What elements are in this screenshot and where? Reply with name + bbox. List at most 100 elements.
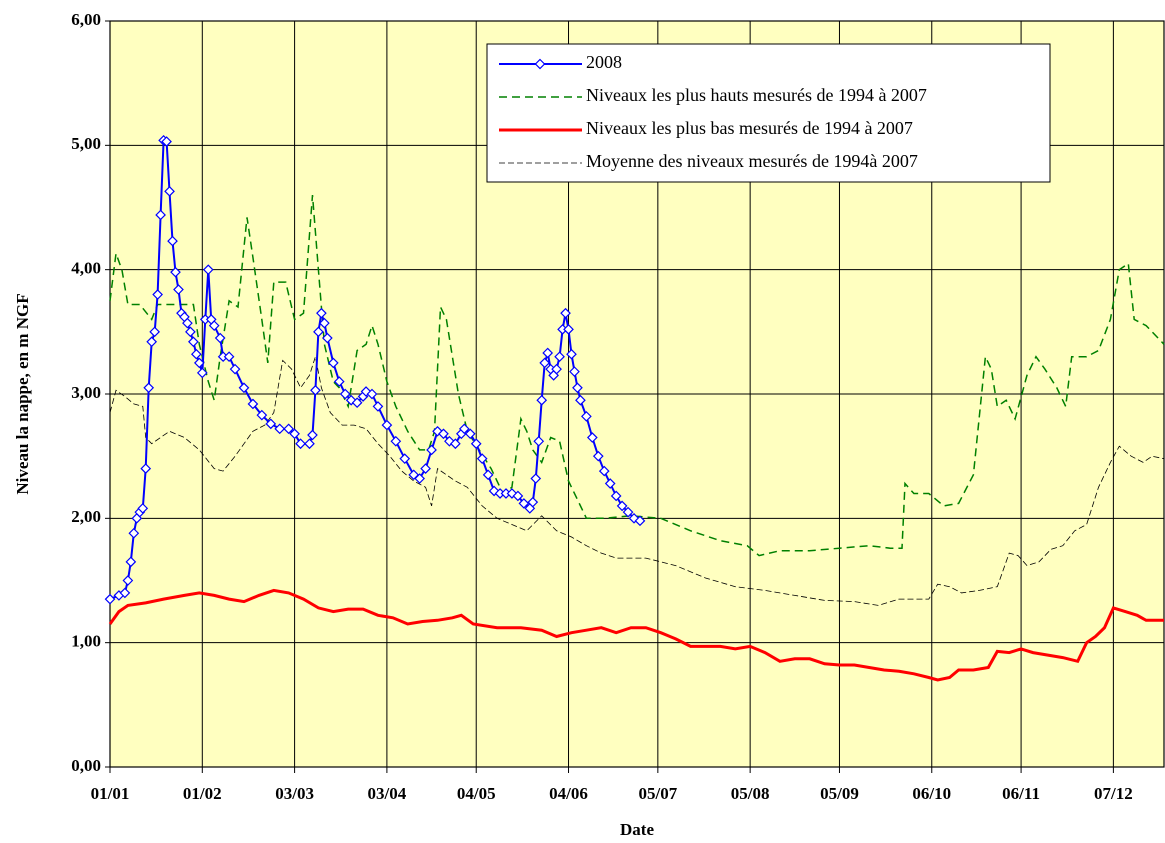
legend-box xyxy=(486,43,1051,183)
point-marker xyxy=(399,453,411,465)
legend-marker xyxy=(534,58,546,70)
y-tick-label: 0,00 xyxy=(71,756,101,775)
point-marker xyxy=(185,326,196,338)
legend-label: Moyenne des niveaux mesurés de 1994à 200… xyxy=(586,151,918,171)
point-marker xyxy=(533,435,545,447)
point-marker xyxy=(438,428,449,440)
legend-label: Niveaux les plus bas mesurés de 1994 à 2… xyxy=(586,118,913,138)
point-marker xyxy=(143,382,155,394)
point-marker xyxy=(173,284,184,295)
point-marker xyxy=(616,500,628,512)
point-marker xyxy=(223,351,235,363)
point-marker xyxy=(634,515,646,527)
point-marker xyxy=(586,432,598,443)
point-marker xyxy=(122,575,134,586)
point-marker xyxy=(140,463,152,474)
point-marker xyxy=(128,527,140,539)
point-marker xyxy=(444,435,455,447)
point-marker xyxy=(566,348,577,360)
point-marker xyxy=(146,336,158,348)
point-marker xyxy=(622,506,634,518)
point-marker xyxy=(581,411,592,422)
point-marker xyxy=(450,438,461,450)
y-tick-label: 6,00 xyxy=(71,10,101,29)
legend-label: Niveaux les plus hauts mesurés de 1994 à… xyxy=(586,85,927,105)
point-marker xyxy=(104,593,116,605)
legend: 2008 Niveaux les plus hauts mesurés de 19… xyxy=(486,43,1051,183)
point-marker xyxy=(137,503,149,514)
series-line xyxy=(109,356,1165,606)
point-marker xyxy=(476,453,488,465)
y-tick-label: 1,00 xyxy=(71,632,101,651)
x-axis-title: Date xyxy=(620,820,654,839)
x-tick-label: 05/09 xyxy=(820,784,859,803)
point-marker xyxy=(420,463,431,474)
legend-label: 2008 xyxy=(586,52,622,72)
point-marker xyxy=(214,332,226,344)
point-marker xyxy=(536,394,548,406)
point-marker xyxy=(530,473,542,484)
point-marker xyxy=(182,317,193,329)
x-tick-label: 05/07 xyxy=(638,784,677,803)
x-tick-label: 06/11 xyxy=(1002,784,1040,803)
point-marker xyxy=(310,384,321,396)
point-marker xyxy=(542,347,554,359)
point-marker xyxy=(628,512,640,524)
x-tick-label: 06/10 xyxy=(912,784,951,803)
point-marker xyxy=(470,438,482,450)
point-marker xyxy=(569,366,580,377)
point-marker xyxy=(506,488,518,499)
y-tick-label: 2,00 xyxy=(71,507,101,526)
point-marker xyxy=(554,351,565,363)
point-marker xyxy=(161,136,172,147)
point-marker xyxy=(572,382,583,394)
point-marker xyxy=(164,185,175,197)
point-marker xyxy=(482,469,494,481)
x-tick-label: 04/05 xyxy=(457,784,496,803)
point-marker xyxy=(610,490,622,502)
point-marker xyxy=(322,332,333,344)
point-marker xyxy=(319,317,330,329)
point-marker xyxy=(313,326,324,338)
point-marker xyxy=(518,498,530,509)
point-marker xyxy=(238,382,250,394)
point-marker xyxy=(598,465,610,477)
point-marker xyxy=(289,428,300,440)
point-marker xyxy=(372,401,384,412)
point-marker xyxy=(351,397,363,409)
point-marker xyxy=(119,587,131,599)
series-line xyxy=(108,588,1164,682)
point-marker xyxy=(366,388,378,400)
y-tick-label: 4,00 xyxy=(71,259,101,278)
point-marker xyxy=(316,307,327,319)
x-tick-label: 03/03 xyxy=(275,784,314,803)
point-marker xyxy=(193,357,205,369)
point-marker xyxy=(414,473,425,484)
x-tick-label: 05/08 xyxy=(731,784,770,803)
point-marker xyxy=(265,418,277,430)
point-marker xyxy=(247,398,259,410)
point-marker xyxy=(167,235,178,247)
point-marker xyxy=(190,348,202,360)
point-marker xyxy=(560,307,571,319)
point-marker xyxy=(202,264,214,276)
point-marker xyxy=(458,423,470,435)
point-marker xyxy=(149,326,161,338)
series-line xyxy=(109,195,1165,557)
point-marker xyxy=(295,438,306,450)
point-marker xyxy=(539,357,551,369)
point-marker xyxy=(592,450,604,462)
y-tick-label: 5,00 xyxy=(71,134,101,153)
point-marker xyxy=(339,388,351,400)
point-marker xyxy=(390,435,402,447)
point-marker xyxy=(152,289,163,300)
x-tick-label: 07/12 xyxy=(1094,784,1133,803)
point-marker xyxy=(551,363,562,375)
y-axis-title: Niveau la nappe, en m NGF xyxy=(13,293,32,494)
point-marker xyxy=(125,556,137,568)
x-tick-label: 04/06 xyxy=(549,784,588,803)
point-marker xyxy=(283,423,294,435)
point-marker xyxy=(170,266,181,278)
